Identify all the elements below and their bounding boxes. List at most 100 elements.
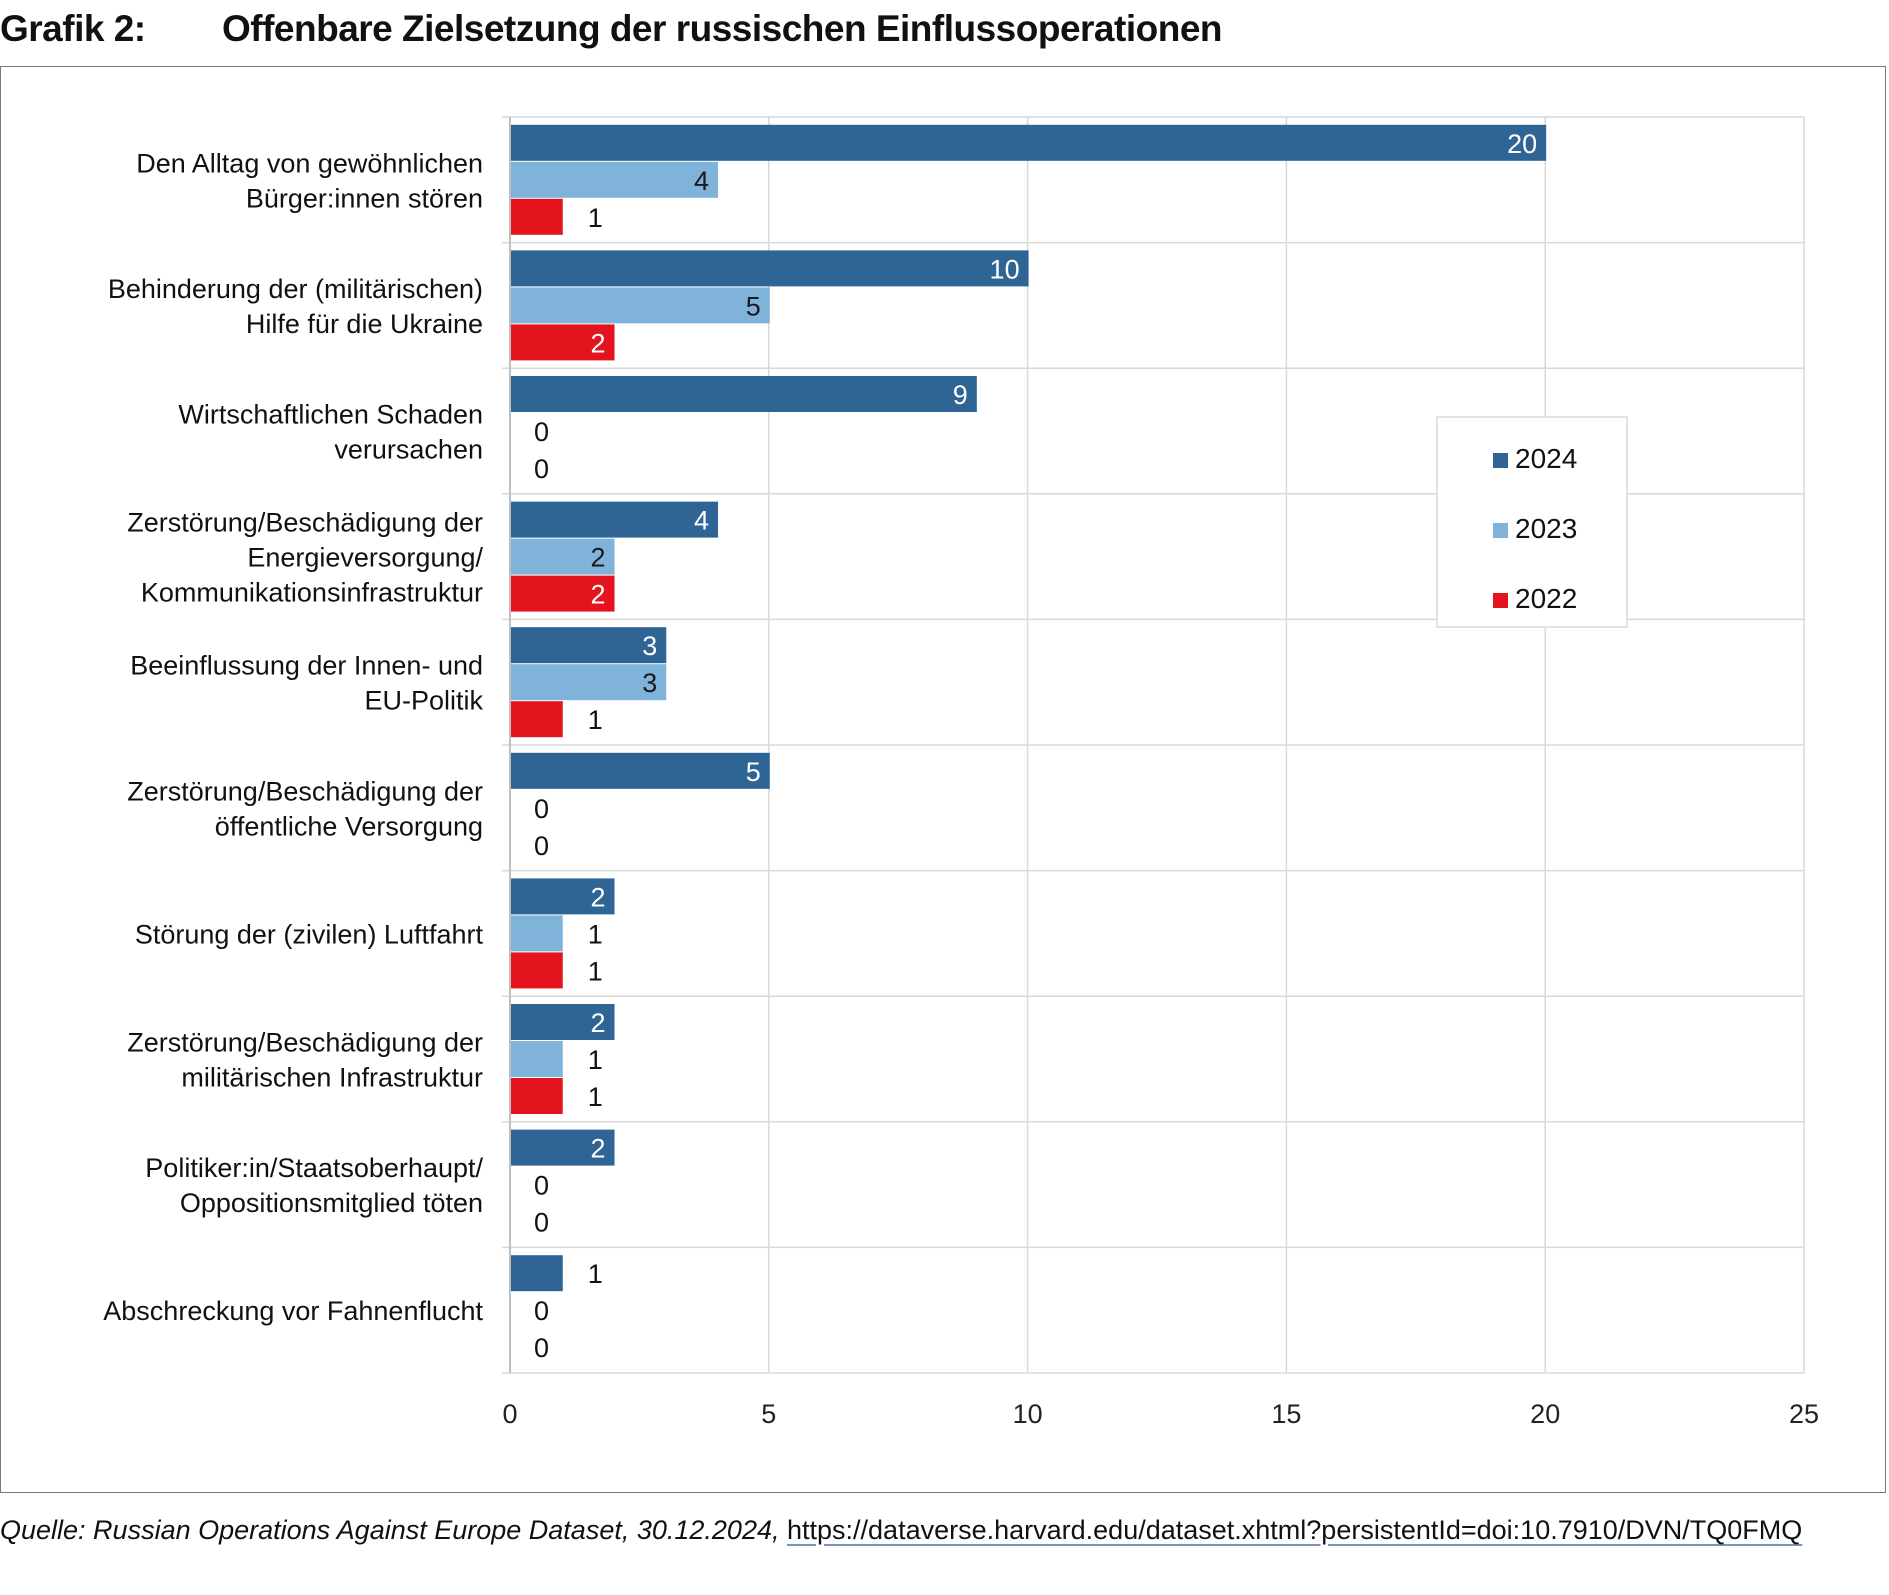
data-label-2023-3: 0 xyxy=(534,417,549,447)
legend-label-2024: 2024 xyxy=(1515,443,1577,474)
data-label-2023-4: 2 xyxy=(590,543,605,573)
category-label-line: Den Alltag von gewöhnlichen xyxy=(136,148,483,178)
legend-swatch-2024 xyxy=(1493,453,1508,468)
legend-label-2022: 2022 xyxy=(1515,583,1577,614)
bar-2023-4 xyxy=(511,538,615,575)
legend-swatch-2022 xyxy=(1493,593,1508,608)
data-label-2023-1: 4 xyxy=(694,166,709,196)
category-label: Zerstörung/Beschädigung der Energieversor… xyxy=(127,508,483,608)
category-label-line: Hilfe für die Ukraine xyxy=(246,309,483,339)
x-tick-label-5: 5 xyxy=(761,1399,776,1429)
bar-2023-1 xyxy=(511,161,719,198)
category-label: Den Alltag von gewöhnlichen Bürger:innen … xyxy=(136,148,483,213)
bar-2024-1 xyxy=(511,124,1547,161)
data-label-2024-4: 4 xyxy=(694,506,709,536)
data-label-2024-2: 10 xyxy=(990,254,1020,284)
data-label-2024-5: 3 xyxy=(642,631,657,661)
legend-label-2023: 2023 xyxy=(1515,513,1577,544)
data-label-2022-3: 0 xyxy=(534,454,549,484)
data-label-2023-9: 0 xyxy=(534,1171,549,1201)
legend-swatch-2023 xyxy=(1493,523,1508,538)
bar-2023-2 xyxy=(511,287,770,324)
category-label-line: Zerstörung/Beschädigung der xyxy=(127,508,483,538)
data-label-2024-8: 2 xyxy=(590,1008,605,1038)
category-label-line: militärischen Infrastruktur xyxy=(181,1063,483,1093)
bar-2024-9 xyxy=(511,1129,615,1166)
category-label-line: Beeinflussung der Innen- und xyxy=(130,651,483,681)
bar-2024-3 xyxy=(511,376,977,412)
bar-2024-6 xyxy=(511,752,770,789)
data-label-2023-10: 0 xyxy=(534,1296,549,1326)
data-label-2024-7: 2 xyxy=(590,882,605,912)
figure-number: Grafik 2: xyxy=(0,8,146,49)
data-label-2022-6: 0 xyxy=(534,831,549,861)
legend-box xyxy=(1436,416,1628,628)
chart-frame: 0 5 10 15 20 25 Den Alltag von gewöhnlichen Bür… xyxy=(0,66,1886,1493)
data-label-2022-4: 2 xyxy=(590,580,605,610)
bar-2024-4 xyxy=(511,501,719,538)
source-note: Quelle: Russian Operations Against Europ… xyxy=(0,1512,1889,1549)
bar-2022-8 xyxy=(511,1078,563,1114)
bar-2022-2 xyxy=(511,324,615,361)
bar-2022-1 xyxy=(511,198,563,235)
bar-2022-4 xyxy=(511,575,615,612)
bar-2022-5 xyxy=(511,701,563,738)
x-tick-label-15: 15 xyxy=(1271,1399,1301,1429)
data-label-2024-3: 9 xyxy=(953,380,968,410)
data-label-2023-8: 1 xyxy=(588,1045,603,1075)
data-label-2023-7: 1 xyxy=(588,919,603,949)
data-label-2022-2: 2 xyxy=(590,328,605,358)
data-label-2023-2: 5 xyxy=(746,291,761,321)
figure-heading: Grafik 2: Offenbare Zielsetzung der russ… xyxy=(0,8,1889,58)
source-text: Quelle: Russian Operations Against Europ… xyxy=(0,1515,780,1545)
bar-2023-8 xyxy=(511,1041,563,1077)
category-label: Wirtschaftlichen Schaden verursachen xyxy=(178,400,483,465)
category-label-line: öffentliche Versorgung xyxy=(215,811,483,841)
data-label-2024-6: 5 xyxy=(746,757,761,787)
category-label: Zerstörung/Beschädigung der militärischen… xyxy=(127,1028,483,1093)
data-label-2023-5: 3 xyxy=(642,668,657,698)
data-label-2023-6: 0 xyxy=(534,794,549,824)
x-tick-label-20: 20 xyxy=(1530,1399,1560,1429)
data-label-2022-7: 1 xyxy=(588,956,603,986)
category-label-line: Zerstörung/Beschädigung der xyxy=(127,1028,483,1058)
category-label-line: EU-Politik xyxy=(364,686,483,716)
data-label-2024-9: 2 xyxy=(590,1134,605,1164)
category-label: Behinderung der (militärischen) Hilfe für… xyxy=(108,274,483,339)
category-label-line: Energieversorgung/ xyxy=(247,543,483,573)
data-label-2024-10: 1 xyxy=(588,1259,603,1289)
x-tick-label-10: 10 xyxy=(1013,1399,1043,1429)
bar-2024-5 xyxy=(511,627,667,664)
figure-title: Offenbare Zielsetzung der russischen Ein… xyxy=(222,8,1223,49)
data-label-2024-1: 20 xyxy=(1507,129,1537,159)
data-label-2022-10: 0 xyxy=(534,1333,549,1363)
bar-2022-7 xyxy=(511,952,563,989)
x-tick-label-25: 25 xyxy=(1789,1399,1819,1429)
bar-2023-7 xyxy=(511,915,563,952)
source-link[interactable]: https://dataverse.harvard.edu/dataset.xh… xyxy=(787,1515,1803,1545)
bar-2023-5 xyxy=(511,664,667,701)
category-label: Abschreckung vor Fahnenflucht xyxy=(103,1296,483,1326)
category-label-line: verursachen xyxy=(334,435,483,465)
category-label-line: Kommunikationsinfrastruktur xyxy=(141,578,483,608)
bar-2024-2 xyxy=(511,250,1029,287)
category-label: Politiker:in/Staatsoberhaupt/Oppositions… xyxy=(145,1153,483,1218)
x-tick-label-0: 0 xyxy=(502,1399,517,1429)
category-label: Beeinflussung der Innen- und EU-Politik xyxy=(130,651,483,716)
data-label-2022-8: 1 xyxy=(588,1082,603,1112)
category-label-line: Behinderung der (militärischen) xyxy=(108,274,483,304)
category-label: Störung der (zivilen) Luftfahrt xyxy=(135,919,484,949)
category-label-line: Oppositionsmitglied töten xyxy=(180,1188,483,1218)
bar-2024-8 xyxy=(511,1004,615,1040)
category-label-line: Wirtschaftlichen Schaden xyxy=(178,400,483,430)
category-label-line: Störung der (zivilen) Luftfahrt xyxy=(135,919,484,949)
category-label-line: Politiker:in/Staatsoberhaupt/ xyxy=(145,1153,483,1183)
bar-2024-7 xyxy=(511,878,615,915)
data-label-2022-5: 1 xyxy=(588,705,603,735)
category-label-line: Abschreckung vor Fahnenflucht xyxy=(103,1296,483,1326)
category-label-line: Bürger:innen stören xyxy=(246,183,483,213)
data-label-2022-9: 0 xyxy=(534,1208,549,1238)
data-label-2022-1: 1 xyxy=(588,203,603,233)
bar-2024-10 xyxy=(511,1255,563,1292)
